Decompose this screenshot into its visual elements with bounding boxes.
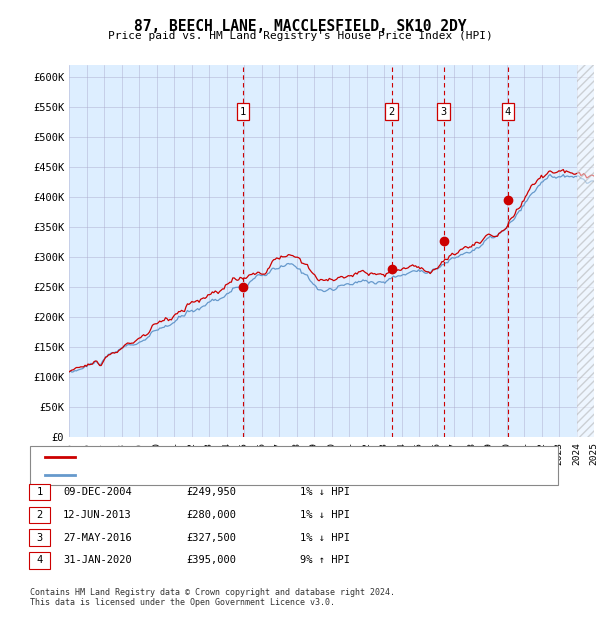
Text: 1% ↓ HPI: 1% ↓ HPI <box>300 533 350 542</box>
Text: 1: 1 <box>37 487 43 497</box>
Text: 4: 4 <box>505 107 511 117</box>
Text: £280,000: £280,000 <box>186 510 236 520</box>
Text: £395,000: £395,000 <box>186 556 236 565</box>
Text: HPI: Average price, detached house, Cheshire East: HPI: Average price, detached house, Ches… <box>81 471 363 480</box>
Text: 12-JUN-2013: 12-JUN-2013 <box>63 510 132 520</box>
Text: 1% ↓ HPI: 1% ↓ HPI <box>300 487 350 497</box>
Text: 09-DEC-2004: 09-DEC-2004 <box>63 487 132 497</box>
Text: 2: 2 <box>389 107 395 117</box>
Text: 3: 3 <box>37 533 43 542</box>
Text: £249,950: £249,950 <box>186 487 236 497</box>
Text: 87, BEECH LANE, MACCLESFIELD, SK10 2DY (detached house): 87, BEECH LANE, MACCLESFIELD, SK10 2DY (… <box>81 453 397 462</box>
Text: 31-JAN-2020: 31-JAN-2020 <box>63 556 132 565</box>
Text: 1% ↓ HPI: 1% ↓ HPI <box>300 510 350 520</box>
Text: Contains HM Land Registry data © Crown copyright and database right 2024.
This d: Contains HM Land Registry data © Crown c… <box>30 588 395 607</box>
Text: 3: 3 <box>440 107 447 117</box>
Text: Price paid vs. HM Land Registry's House Price Index (HPI): Price paid vs. HM Land Registry's House … <box>107 31 493 41</box>
Text: 1: 1 <box>240 107 246 117</box>
Text: 9% ↑ HPI: 9% ↑ HPI <box>300 556 350 565</box>
Text: 87, BEECH LANE, MACCLESFIELD, SK10 2DY: 87, BEECH LANE, MACCLESFIELD, SK10 2DY <box>134 19 466 33</box>
Text: 4: 4 <box>37 556 43 565</box>
Text: 27-MAY-2016: 27-MAY-2016 <box>63 533 132 542</box>
Text: 2: 2 <box>37 510 43 520</box>
Bar <box>577 65 594 437</box>
Text: £327,500: £327,500 <box>186 533 236 542</box>
